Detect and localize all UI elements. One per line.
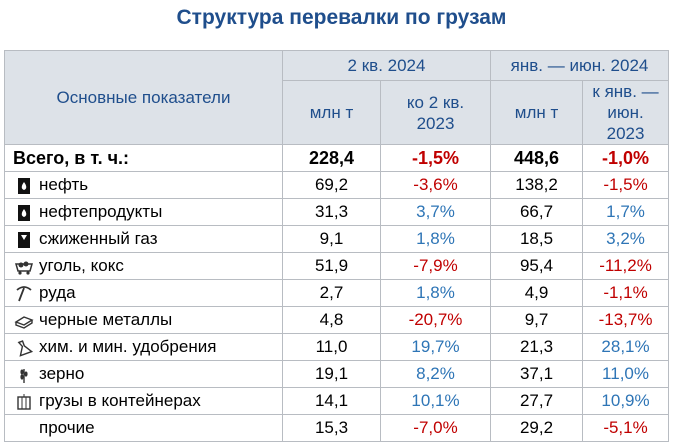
change-q2-cell: -3,6% [379,171,492,199]
change-h1-cell: 11,0% [582,360,670,388]
change-h1-cell: 28,1% [582,333,670,361]
row-label-cell: нефть [4,171,283,199]
change-h1-cell: -1,0% [582,144,670,172]
oil-drop-icon [13,177,35,195]
row-label: нефть [39,174,89,194]
value-h1-cell: 29,2 [490,414,584,442]
pickaxe-icon [13,285,35,303]
row-label: черные металлы [39,309,173,329]
row-label-cell: руда [4,279,283,307]
row-label-cell: хим. и мин. удобрения [4,333,283,361]
table-row: прочие 15,3 -7,0% 29,2 -5,1% [4,414,670,442]
header-period-q2: 2 кв. 2024 [281,50,492,81]
value-h1-cell: 21,3 [490,333,584,361]
change-q2-cell: -1,5% [379,144,492,172]
value-q2-cell: 4,8 [282,306,381,334]
row-label: руда [39,282,76,302]
header-change-q2: ко 2 кв. 2023 [379,80,492,145]
value-q2-cell: 228,4 [282,144,381,172]
table-row: Всего, в т. ч.: 228,4 -1,5% 448,6 -1,0% [4,144,670,172]
row-label-cell: уголь, кокс [4,252,283,280]
coal-cart-icon [13,258,35,276]
value-h1-cell: 27,7 [490,387,584,415]
value-h1-cell: 138,2 [490,171,584,199]
header-change-h1: к янв. — июн. 2023 [582,80,670,145]
change-h1-cell: -13,7% [582,306,670,334]
header-unit-q2: млн т [282,80,381,145]
row-label: прочие [39,418,95,437]
value-q2-cell: 51,9 [282,252,381,280]
row-label: хим. и мин. удобрения [39,336,217,356]
table-row: грузы в контейнерах 14,1 10,1% 27,7 10,9% [4,387,670,415]
value-q2-cell: 69,2 [282,171,381,199]
change-q2-cell: -7,0% [379,414,492,442]
metal-beam-icon [13,312,35,330]
change-h1-cell: 1,7% [582,198,670,226]
row-label: зерно [39,363,85,383]
row-label-cell: Всего, в т. ч.: [4,144,283,172]
change-h1-cell: 10,9% [582,387,670,415]
row-label-cell: грузы в контейнерах [4,387,283,415]
container-icon [13,393,35,411]
value-q2-cell: 15,3 [282,414,381,442]
change-q2-cell: 10,1% [379,387,492,415]
value-h1-cell: 37,1 [490,360,584,388]
table-row: черные металлы 4,8 -20,7% 9,7 -13,7% [4,306,670,334]
change-h1-cell: -5,1% [582,414,670,442]
value-q2-cell: 11,0 [282,333,381,361]
value-q2-cell: 14,1 [282,387,381,415]
cargo-structure-table: Основные показатели 2 кв. 2024 янв. — ию… [4,50,670,442]
change-q2-cell: -7,9% [379,252,492,280]
change-h1-cell: 3,2% [582,225,670,253]
row-label-cell: прочие [4,414,283,442]
change-q2-cell: 8,2% [379,360,492,388]
row-label: нефтепродукты [39,201,163,221]
row-label: Всего, в т. ч.: [13,147,130,168]
value-h1-cell: 448,6 [490,144,584,172]
gas-icon [13,231,35,249]
row-label-cell: черные металлы [4,306,283,334]
change-q2-cell: 19,7% [379,333,492,361]
page-title: Структура перевалки по грузам [176,6,507,29]
value-q2-cell: 2,7 [282,279,381,307]
table-row: сжиженный газ 9,1 1,8% 18,5 3,2% [4,225,670,253]
table-row: нефть 69,2 -3,6% 138,2 -1,5% [4,171,670,199]
row-label: грузы в контейнерах [39,390,201,410]
change-h1-cell: -1,5% [582,171,670,199]
change-q2-cell: 1,8% [379,279,492,307]
row-label-cell: сжиженный газ [4,225,283,253]
change-h1-cell: -11,2% [582,252,670,280]
value-h1-cell: 4,9 [490,279,584,307]
oil-drop-icon [13,204,35,222]
change-q2-cell: -20,7% [379,306,492,334]
change-q2-cell: 3,7% [379,198,492,226]
change-h1-cell: -1,1% [582,279,670,307]
change-q2-cell: 1,8% [379,225,492,253]
value-h1-cell: 66,7 [490,198,584,226]
header-period-h1: янв. — июн. 2024 [490,50,670,81]
table-row: уголь, кокс 51,9 -7,9% 95,4 -11,2% [4,252,670,280]
value-h1-cell: 18,5 [490,225,584,253]
header-indicators: Основные показатели [4,50,283,145]
row-label: сжиженный газ [39,228,158,248]
value-q2-cell: 31,3 [282,198,381,226]
row-label: уголь, кокс [39,255,124,275]
table-row: нефтепродукты 31,3 3,7% 66,7 1,7% [4,198,670,226]
table-row: руда 2,7 1,8% 4,9 -1,1% [4,279,670,307]
table-row: хим. и мин. удобрения 11,0 19,7% 21,3 28,1% [4,333,670,361]
value-h1-cell: 9,7 [490,306,584,334]
flask-icon [13,339,35,357]
value-h1-cell: 95,4 [490,252,584,280]
row-label-cell: зерно [4,360,283,388]
header-unit-h1: млн т [490,80,584,145]
row-label-cell: нефтепродукты [4,198,283,226]
value-q2-cell: 19,1 [282,360,381,388]
wheat-icon [13,366,35,384]
table-row: зерно 19,1 8,2% 37,1 11,0% [4,360,670,388]
value-q2-cell: 9,1 [282,225,381,253]
